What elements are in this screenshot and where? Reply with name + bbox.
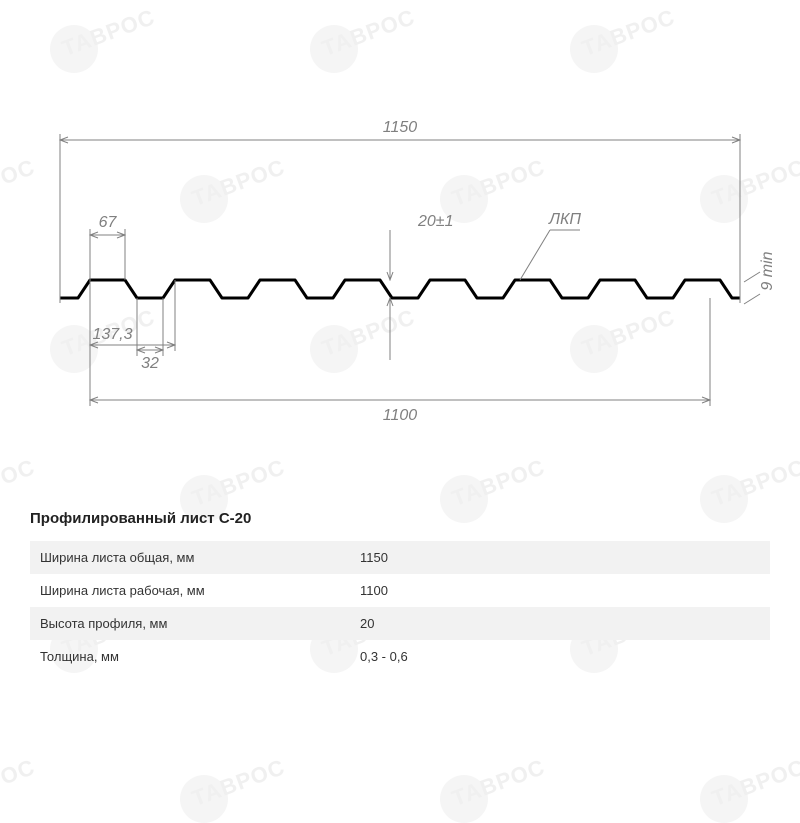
spec-row: Высота профиля, мм20 [30,607,770,640]
svg-text:ЛКП: ЛКП [548,211,581,228]
svg-text:1150: 1150 [383,119,418,136]
spec-value: 1150 [360,550,760,565]
spec-label: Толщина, мм [40,649,360,664]
spec-value: 0,3 - 0,6 [360,649,760,664]
svg-text:137,3: 137,3 [92,326,132,343]
spec-label: Ширина листа рабочая, мм [40,583,360,598]
svg-text:67: 67 [99,214,118,231]
svg-text:32: 32 [141,355,159,372]
spec-label: Высота профиля, мм [40,616,360,631]
spec-title: Профилированный лист С-20 [30,510,770,527]
diagram-svg: 1150 1100 137,3 67 32 20±1 ЛКП 9 min [0,30,800,470]
spec-row: Ширина листа общая, мм1150 [30,541,770,574]
spec-row: Толщина, мм0,3 - 0,6 [30,640,770,673]
profile-diagram: 1150 1100 137,3 67 32 20±1 ЛКП 9 min [0,0,800,470]
svg-text:20±1: 20±1 [417,213,453,230]
spec-value: 1100 [360,583,760,598]
spec-label: Ширина листа общая, мм [40,550,360,565]
spec-row: Ширина листа рабочая, мм1100 [30,574,770,607]
svg-text:9 min: 9 min [759,251,776,290]
svg-text:1100: 1100 [383,407,418,424]
spec-table: Профилированный лист С-20 Ширина листа о… [30,510,770,673]
spec-value: 20 [360,616,760,631]
